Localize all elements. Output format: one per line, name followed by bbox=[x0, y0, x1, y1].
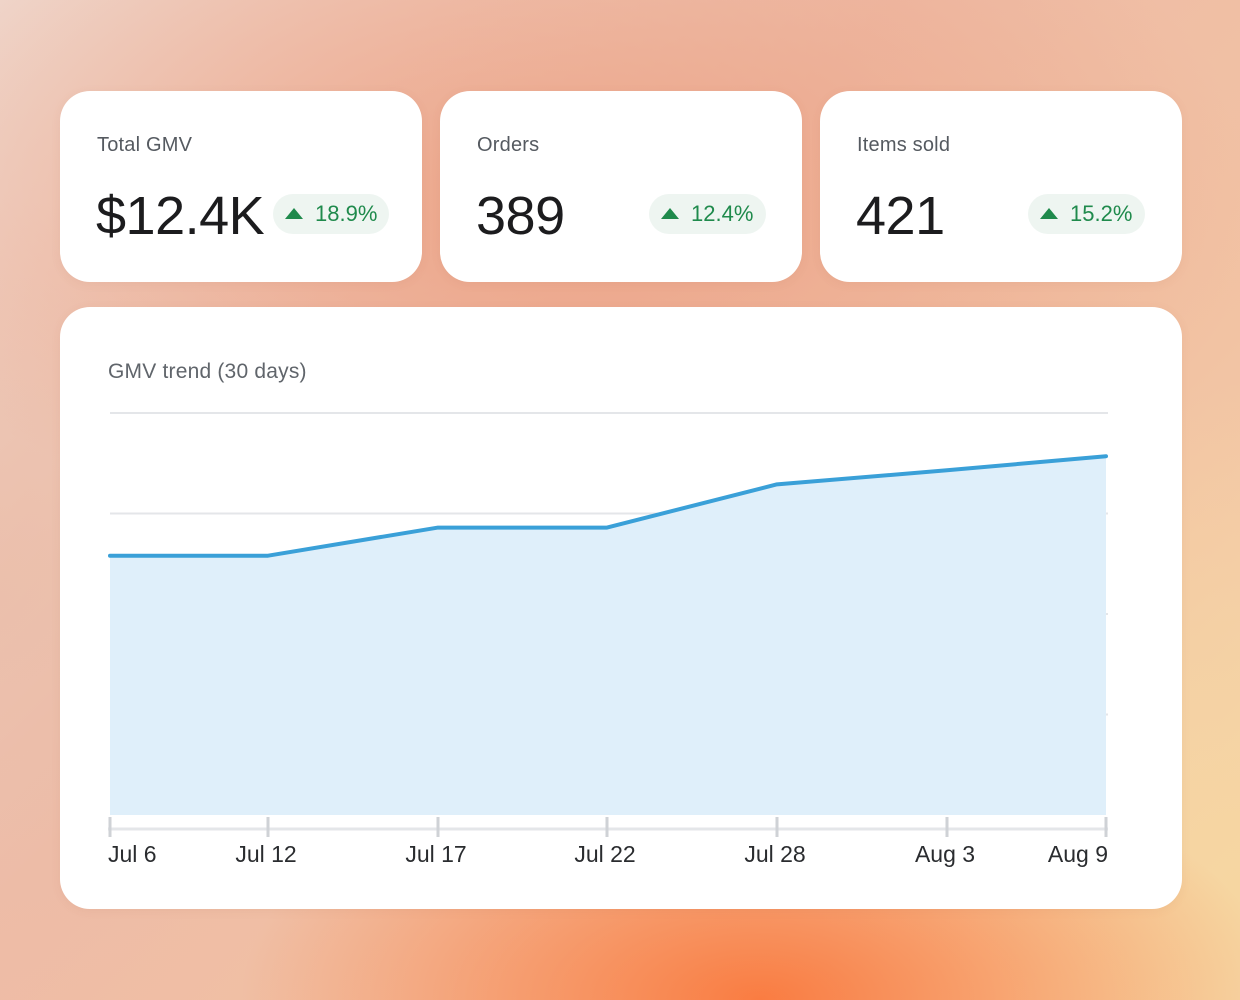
x-tick-label: Aug 9 bbox=[1048, 841, 1108, 867]
x-tick-label: Aug 3 bbox=[915, 841, 975, 867]
x-tick-label: Jul 28 bbox=[744, 841, 805, 867]
gmv-trend-card: GMV trend (30 days) Jul 6 Jul 12 Jul 17 Jul… bbox=[60, 307, 1182, 909]
gmv-trend-chart: Jul 6 Jul 12 Jul 17 Jul 22 Jul 28 Aug 3 Aug 9 bbox=[108, 412, 1108, 867]
series-area bbox=[110, 456, 1106, 815]
kpi-delta-value: 18.9% bbox=[315, 201, 378, 226]
kpi-delta-value: 12.4% bbox=[691, 201, 754, 226]
kpi-card-items-sold: Items sold 421 15.2% bbox=[820, 91, 1182, 282]
kpi-card-total-gmv: Total GMV $12.4K 18.9% bbox=[60, 91, 422, 282]
up-triangle-icon bbox=[285, 207, 303, 219]
kpi-label: Total GMV bbox=[97, 134, 193, 156]
kpi-card-orders: Orders 389 12.4% bbox=[440, 91, 802, 282]
x-tick-label: Jul 17 bbox=[405, 841, 466, 867]
x-tick-label: Jul 12 bbox=[235, 841, 296, 867]
kpi-delta-badge: 18.9% bbox=[273, 194, 389, 234]
kpi-value: 389 bbox=[476, 186, 565, 246]
kpi-value: 421 bbox=[856, 186, 945, 246]
kpi-label: Items sold bbox=[857, 134, 951, 156]
kpi-delta-badge: 15.2% bbox=[1028, 194, 1145, 234]
kpi-delta-badge: 12.4% bbox=[649, 194, 766, 234]
up-triangle-icon bbox=[661, 207, 679, 219]
up-triangle-icon bbox=[1040, 207, 1058, 219]
kpi-delta-value: 15.2% bbox=[1070, 201, 1133, 226]
kpi-label: Orders bbox=[477, 134, 540, 156]
kpi-value: $12.4K bbox=[96, 186, 265, 246]
x-tick-label: Jul 22 bbox=[574, 841, 635, 867]
chart-title: GMV trend (30 days) bbox=[108, 360, 307, 383]
x-tick-label: Jul 6 bbox=[108, 841, 157, 867]
series-line bbox=[108, 454, 1108, 558]
